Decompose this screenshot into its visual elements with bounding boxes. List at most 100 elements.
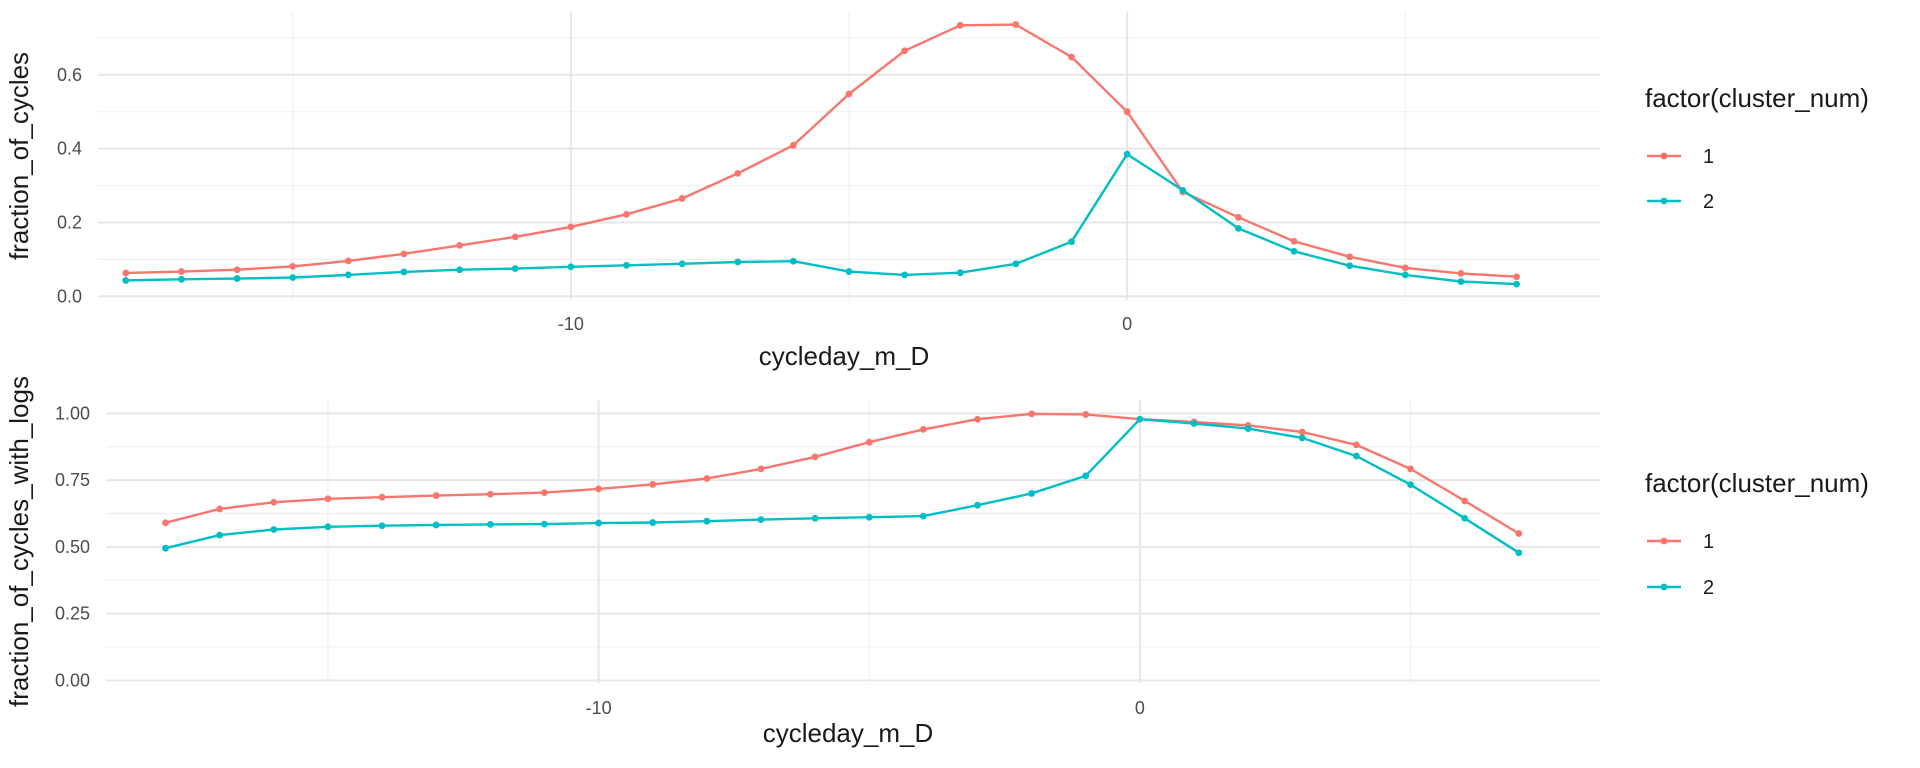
data-point-series-2 (1515, 549, 1523, 557)
data-point-series-2 (865, 513, 873, 521)
data-point-series-2 (1407, 481, 1414, 489)
data-point-series-1 (901, 47, 909, 55)
x-tick-label: -10 (586, 698, 612, 718)
data-point-series-2 (1513, 280, 1520, 288)
data-point-series-2 (901, 271, 909, 279)
data-point-series-2 (757, 516, 765, 524)
data-point-series-2 (178, 275, 185, 283)
data-point-series-1 (734, 169, 742, 177)
data-point-series-1 (1353, 441, 1360, 449)
data-point-series-2 (623, 261, 630, 269)
data-point-series-2 (919, 512, 927, 520)
data-point-series-2 (162, 544, 169, 552)
legend-title: factor(cluster_num) (1645, 468, 1869, 498)
legend: factor(cluster_num) 1 2 (1645, 468, 1869, 599)
data-point-series-2 (511, 265, 519, 273)
data-point-series-1 (678, 195, 686, 202)
data-point-series-1 (270, 498, 278, 506)
data-point-series-1 (289, 263, 297, 270)
data-point-series-1 (178, 268, 185, 275)
data-point-series-2 (811, 514, 819, 522)
legend-title: factor(cluster_num) (1645, 83, 1869, 113)
data-point-series-1 (432, 492, 440, 499)
series-line-2 (164, 418, 1521, 554)
data-point-series-2 (432, 521, 440, 529)
y-axis-title: fraction_of_cycles (4, 52, 34, 260)
y-tick-label: 0.0 (57, 286, 82, 306)
y-tick-label: 0.4 (57, 139, 82, 159)
data-point-series-2 (649, 519, 657, 526)
data-point-series-1 (1407, 465, 1414, 473)
legend-key-point (1660, 152, 1668, 160)
data-point-series-1 (1515, 530, 1523, 537)
data-point-series-1 (1401, 264, 1409, 272)
data-point-series-1 (811, 453, 819, 461)
data-point-series-2 (1028, 490, 1036, 497)
data-point-series-2 (845, 268, 853, 275)
data-point-series-1 (1012, 21, 1020, 28)
data-point-series-2 (1190, 420, 1198, 427)
x-axis-title: cycleday_m_D (763, 718, 934, 748)
data-point-series-1 (919, 425, 927, 433)
data-point-series-2 (324, 523, 332, 531)
data-point-series-1 (1298, 428, 1306, 436)
data-point-series-2 (400, 268, 408, 276)
y-tick-label: 0.6 (57, 65, 82, 85)
data-point-series-2 (1068, 238, 1075, 246)
data-point-series-1 (1082, 411, 1090, 418)
y-axis-title: fraction_of_cycles_with_logs (4, 376, 34, 707)
data-point-series-1 (703, 475, 711, 482)
data-point-series-1 (974, 415, 981, 423)
data-point-series-2 (1457, 278, 1465, 285)
data-point-series-1 (845, 90, 853, 98)
data-point-series-2 (1235, 224, 1242, 232)
data-point-series-2 (1244, 425, 1252, 432)
data-point-series-1 (865, 438, 873, 446)
y-tick-label: 0.25 (55, 604, 90, 624)
data-point-series-2 (1012, 260, 1020, 268)
data-point-series-2 (233, 275, 241, 282)
data-point-series-1 (757, 465, 765, 473)
data-point-series-1 (216, 505, 224, 513)
legend-label: 2 (1703, 577, 1714, 599)
legend-label: 1 (1703, 146, 1714, 168)
data-point-series-1 (233, 266, 241, 274)
data-point-series-1 (623, 210, 630, 218)
data-point-series-2 (344, 271, 352, 279)
data-point-series-1 (344, 257, 352, 265)
data-point-series-1 (486, 490, 494, 498)
legend-label: 2 (1703, 191, 1714, 213)
y-tick-label: 0.50 (55, 537, 90, 557)
data-point-series-1 (567, 223, 575, 231)
data-point-series-2 (703, 517, 711, 525)
data-point-series-2 (1461, 514, 1469, 522)
data-point-series-2 (1401, 271, 1409, 279)
data-point-series-1 (1461, 497, 1469, 505)
data-point-series-1 (378, 493, 386, 501)
data-point-series-2 (378, 522, 386, 530)
chart-panel-2: 0.00 0.25 0.50 0.75 1.00 -10 0 cycleday_m_D frac… (4, 376, 1869, 748)
data-point-series-1 (1513, 273, 1520, 281)
data-point-series-2 (1082, 472, 1090, 480)
series-line-1 (164, 412, 1521, 535)
data-point-series-1 (122, 269, 130, 277)
data-point-series-2 (789, 257, 797, 265)
data-point-series-1 (1068, 53, 1075, 61)
data-point-series-1 (649, 480, 657, 488)
legend-key-point (1660, 583, 1668, 591)
data-point-series-2 (1290, 247, 1298, 255)
data-point-series-1 (1457, 270, 1465, 277)
data-point-series-1 (400, 250, 408, 258)
data-point-series-1 (1290, 237, 1298, 245)
series-line-2 (124, 152, 1518, 286)
data-point-series-1 (1123, 108, 1131, 116)
data-point-series-2 (595, 519, 602, 527)
data-point-series-2 (1353, 452, 1360, 460)
legend-label: 1 (1703, 531, 1714, 553)
data-point-series-2 (567, 263, 575, 271)
x-tick-label: 0 (1122, 314, 1132, 334)
data-point-series-1 (1235, 213, 1242, 221)
chart-panel-1: 0.0 0.2 0.4 0.6 -10 0 cycleday_m_D fraction_of_… (4, 12, 1869, 371)
data-point-series-2 (486, 521, 494, 528)
